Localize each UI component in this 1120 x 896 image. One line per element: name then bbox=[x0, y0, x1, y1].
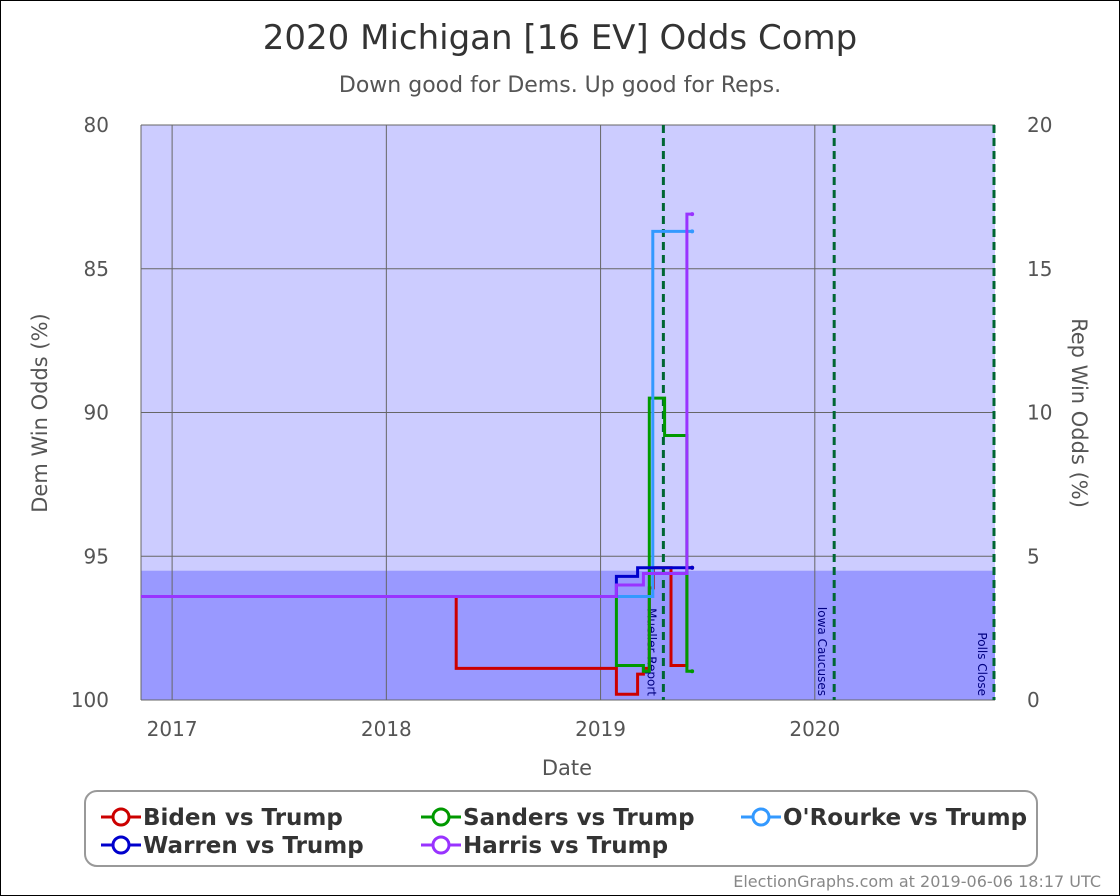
x-tick-0: 2017 bbox=[147, 717, 198, 741]
event-label-2: Polls Close bbox=[975, 632, 989, 696]
right-tick-4: 0 bbox=[1027, 688, 1040, 712]
x-axis-ticks: 2017 2018 2019 2020 bbox=[147, 717, 841, 741]
left-axis-label: Dem Win Odds (%) bbox=[28, 313, 52, 513]
series-end-point-3 bbox=[690, 565, 695, 570]
series-line-4 bbox=[141, 212, 693, 598]
series-end-point-2 bbox=[690, 229, 695, 234]
x-tick-1: 2018 bbox=[361, 717, 412, 741]
credit-text: ElectionGraphs.com at 2019-06-06 18:17 U… bbox=[733, 872, 1101, 891]
right-axis-ticks: 20 15 10 5 0 bbox=[1027, 113, 1052, 712]
left-axis-ticks: 80 85 90 95 100 bbox=[71, 113, 109, 712]
right-tick-1: 15 bbox=[1027, 257, 1052, 281]
left-tick-4: 100 bbox=[71, 688, 109, 712]
legend-marker-3 bbox=[111, 835, 131, 855]
left-tick-1: 85 bbox=[84, 257, 109, 281]
legend-label-3: Warren vs Trump bbox=[143, 833, 364, 859]
series-lines bbox=[141, 212, 695, 696]
grid-lines bbox=[140, 124, 995, 701]
series-line-0 bbox=[141, 566, 693, 696]
legend: Biden vs Trump Sanders vs Trump O'Rourke v… bbox=[101, 805, 1027, 859]
series-end-point-1 bbox=[690, 669, 695, 674]
right-tick-2: 10 bbox=[1027, 401, 1052, 425]
legend-label-2: O'Rourke vs Trump bbox=[783, 805, 1027, 831]
odds-band-1 bbox=[141, 570, 995, 700]
left-tick-2: 90 bbox=[84, 401, 109, 425]
event-label-0: Mueller Report bbox=[644, 608, 658, 696]
right-tick-0: 20 bbox=[1027, 113, 1052, 137]
left-tick-0: 80 bbox=[84, 113, 109, 137]
series-end-point-4 bbox=[690, 212, 695, 217]
legend-label-4: Harris vs Trump bbox=[463, 833, 668, 859]
right-axis-label: Rep Win Odds (%) bbox=[1067, 318, 1091, 508]
event-label-1: Iowa Caucuses bbox=[815, 607, 829, 696]
x-axis-label: Date bbox=[542, 756, 592, 780]
chart-title: 2020 Michigan [16 EV] Odds Comp bbox=[263, 18, 857, 58]
legend-marker-4 bbox=[431, 835, 451, 855]
x-tick-3: 2020 bbox=[789, 717, 840, 741]
left-tick-3: 95 bbox=[84, 544, 109, 568]
legend-label-0: Biden vs Trump bbox=[143, 805, 343, 831]
x-tick-2: 2019 bbox=[575, 717, 626, 741]
legend-label-1: Sanders vs Trump bbox=[463, 805, 695, 831]
right-tick-3: 5 bbox=[1027, 544, 1040, 568]
legend-marker-0 bbox=[111, 807, 131, 827]
legend-box bbox=[84, 790, 1038, 867]
legend-marker-1 bbox=[431, 807, 451, 827]
legend-marker-2 bbox=[751, 807, 771, 827]
chart-subtitle: Down good for Dems. Up good for Reps. bbox=[339, 73, 781, 98]
odds-bands bbox=[141, 125, 995, 700]
odds-band-0 bbox=[141, 125, 995, 571]
